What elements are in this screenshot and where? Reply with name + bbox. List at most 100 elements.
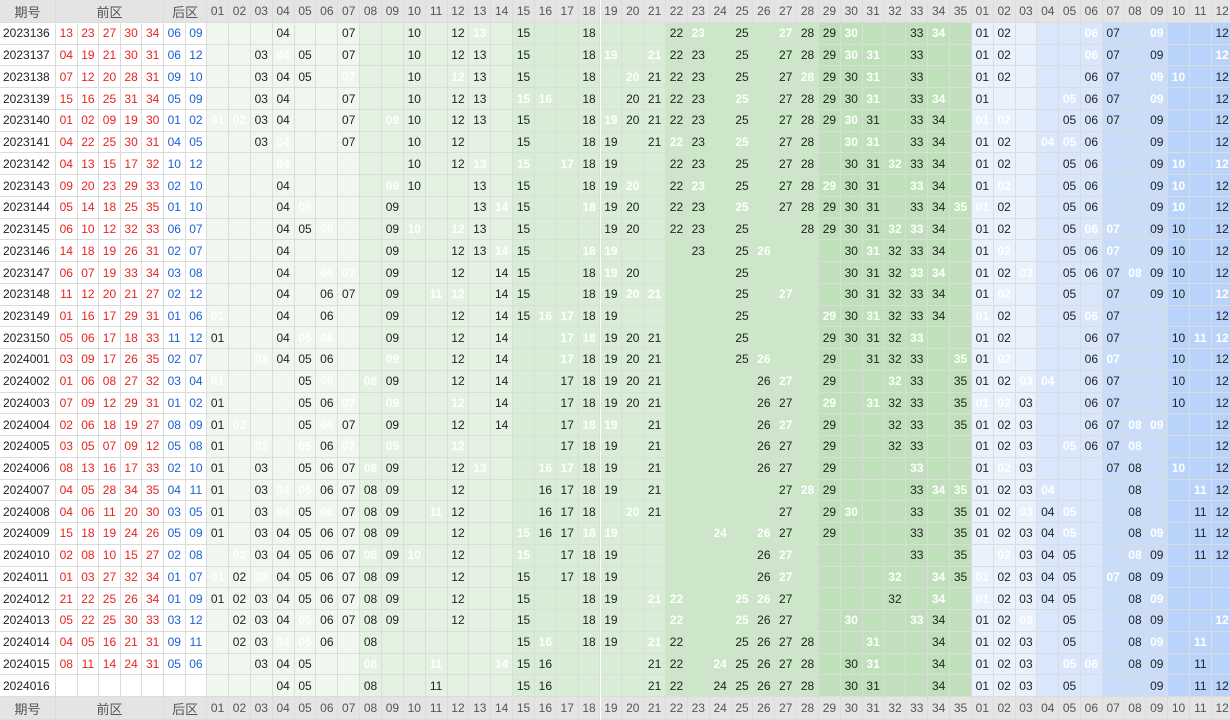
period-cell[interactable]: 2023136 [0, 23, 56, 45]
header-front-num-26-top: 26 [753, 0, 776, 23]
front-trend-cell-32: 32 [884, 370, 907, 393]
front-trend-cell-31 [862, 588, 885, 611]
period-cell[interactable]: 2023144 [0, 196, 56, 219]
back-trend-cell-02: 02 [993, 457, 1016, 480]
front-trend-cell-34: 34 [928, 175, 951, 197]
back-draw-number: 11 [164, 327, 186, 350]
front-trend-cell-31: 31 [862, 349, 885, 371]
front-trend-cell-12: 12 [447, 66, 470, 89]
front-draw-number: 25 [99, 88, 121, 110]
header-front-top: 前区 [56, 0, 164, 23]
front-trend-cell-32 [884, 23, 907, 45]
period-cell[interactable]: 2023142 [0, 153, 56, 176]
front-trend-cell-02 [229, 675, 251, 697]
front-trend-cell-29 [819, 131, 841, 154]
front-trend-cell-05 [294, 283, 317, 306]
front-trend-cell-33: 33 [906, 109, 929, 132]
period-cell[interactable]: 2024003 [0, 392, 56, 415]
front-trend-cell-14 [491, 610, 514, 632]
back-trend-cell-03: 03 [1015, 370, 1038, 393]
period-cell[interactable]: 2024005 [0, 436, 56, 458]
front-draw-number: 14 [77, 196, 100, 219]
period-cell[interactable]: 2023148 [0, 283, 56, 306]
back-trend-cell-11: 11 [1189, 479, 1212, 502]
front-trend-cell-30 [840, 414, 863, 437]
front-trend-cell-22 [666, 523, 688, 545]
period-cell[interactable]: 2024011 [0, 566, 56, 589]
front-draw-number: 27 [142, 544, 164, 567]
back-trend-cell-07: 07 [1102, 414, 1125, 437]
front-trend-cell-16: 16 [534, 523, 557, 545]
period-cell[interactable]: 2023147 [0, 262, 56, 284]
front-trend-cell-13: 13 [469, 44, 492, 67]
period-cell[interactable]: 2023149 [0, 305, 56, 328]
front-trend-cell-30: 30 [840, 262, 863, 284]
back-trend-cell-07: 07 [1102, 262, 1125, 284]
front-draw-number: 13 [77, 153, 100, 176]
back-trend-cell-08 [1124, 131, 1147, 154]
period-cell[interactable]: 2024013 [0, 610, 56, 632]
period-cell[interactable]: 2024015 [0, 653, 56, 676]
front-trend-cell-15: 15 [513, 196, 535, 219]
back-trend-cell-01: 01 [971, 283, 994, 306]
front-trend-cell-03 [250, 23, 273, 45]
front-trend-cell-01: 01 [207, 588, 230, 611]
front-trend-cell-11 [425, 566, 448, 589]
period-cell[interactable]: 2024009 [0, 523, 56, 545]
period-cell[interactable]: 2024010 [0, 544, 56, 567]
front-draw-number: 18 [120, 327, 143, 350]
front-trend-cell-24 [709, 283, 732, 306]
period-cell[interactable]: 2024004 [0, 414, 56, 437]
front-draw-number: 16 [77, 305, 100, 328]
period-cell[interactable]: 2024014 [0, 631, 56, 654]
period-cell[interactable]: 2024001 [0, 349, 56, 371]
period-cell[interactable]: 2024008 [0, 501, 56, 524]
period-cell[interactable]: 2023150 [0, 327, 56, 350]
front-trend-cell-21 [644, 153, 667, 176]
back-trend-cell-01 [971, 544, 994, 567]
front-trend-cell-05: 05 [294, 631, 317, 654]
front-trend-cell-23 [687, 610, 710, 632]
front-trend-cell-01: 01 [207, 523, 230, 545]
front-trend-cell-01 [207, 283, 230, 306]
period-cell[interactable]: 2023137 [0, 44, 56, 67]
front-trend-cell-34 [928, 457, 951, 480]
period-cell[interactable]: 2024006 [0, 457, 56, 480]
front-draw-number: 05 [77, 631, 100, 654]
period-cell[interactable]: 2023146 [0, 240, 56, 263]
header-front-num-16-top: 16 [534, 0, 557, 23]
back-trend-cell-08: 08 [1124, 523, 1147, 545]
back-draw-number: 02 [164, 457, 186, 480]
front-trend-cell-04: 04 [272, 327, 295, 350]
back-trend-cell-04 [1037, 23, 1060, 45]
front-trend-cell-21 [644, 523, 667, 545]
back-trend-cell-07 [1102, 175, 1125, 197]
front-trend-cell-27: 27 [775, 653, 798, 676]
front-trend-cell-35 [950, 457, 972, 480]
period-cell[interactable]: 2023139 [0, 88, 56, 110]
front-draw-number: 26 [120, 240, 143, 263]
period-cell[interactable]: 2024007 [0, 479, 56, 502]
front-trend-cell-21 [644, 196, 667, 219]
period-cell[interactable]: 2023141 [0, 131, 56, 154]
front-trend-cell-30 [840, 436, 863, 458]
period-cell[interactable]: 2023143 [0, 175, 56, 197]
period-cell[interactable]: 2024016 [0, 675, 56, 697]
back-trend-cell-07: 07 [1102, 88, 1125, 110]
front-trend-cell-31: 31 [862, 175, 885, 197]
period-cell[interactable]: 2023138 [0, 66, 56, 89]
period-cell[interactable]: 2023145 [0, 218, 56, 241]
front-draw-number: 21 [120, 283, 143, 306]
front-trend-cell-16: 16 [534, 479, 557, 502]
front-trend-cell-21 [644, 305, 667, 328]
front-draw-number: 03 [77, 566, 100, 589]
back-trend-cell-12: 12 [1211, 370, 1230, 393]
front-trend-cell-28: 28 [797, 88, 819, 110]
period-cell[interactable]: 2024012 [0, 588, 56, 611]
back-trend-cell-03: 03 [1015, 675, 1038, 697]
period-cell[interactable]: 2024002 [0, 370, 56, 393]
back-trend-cell-01: 01 [971, 370, 994, 393]
back-trend-cell-02: 02 [993, 631, 1016, 654]
back-trend-cell-03 [1015, 44, 1038, 67]
period-cell[interactable]: 2023140 [0, 109, 56, 132]
